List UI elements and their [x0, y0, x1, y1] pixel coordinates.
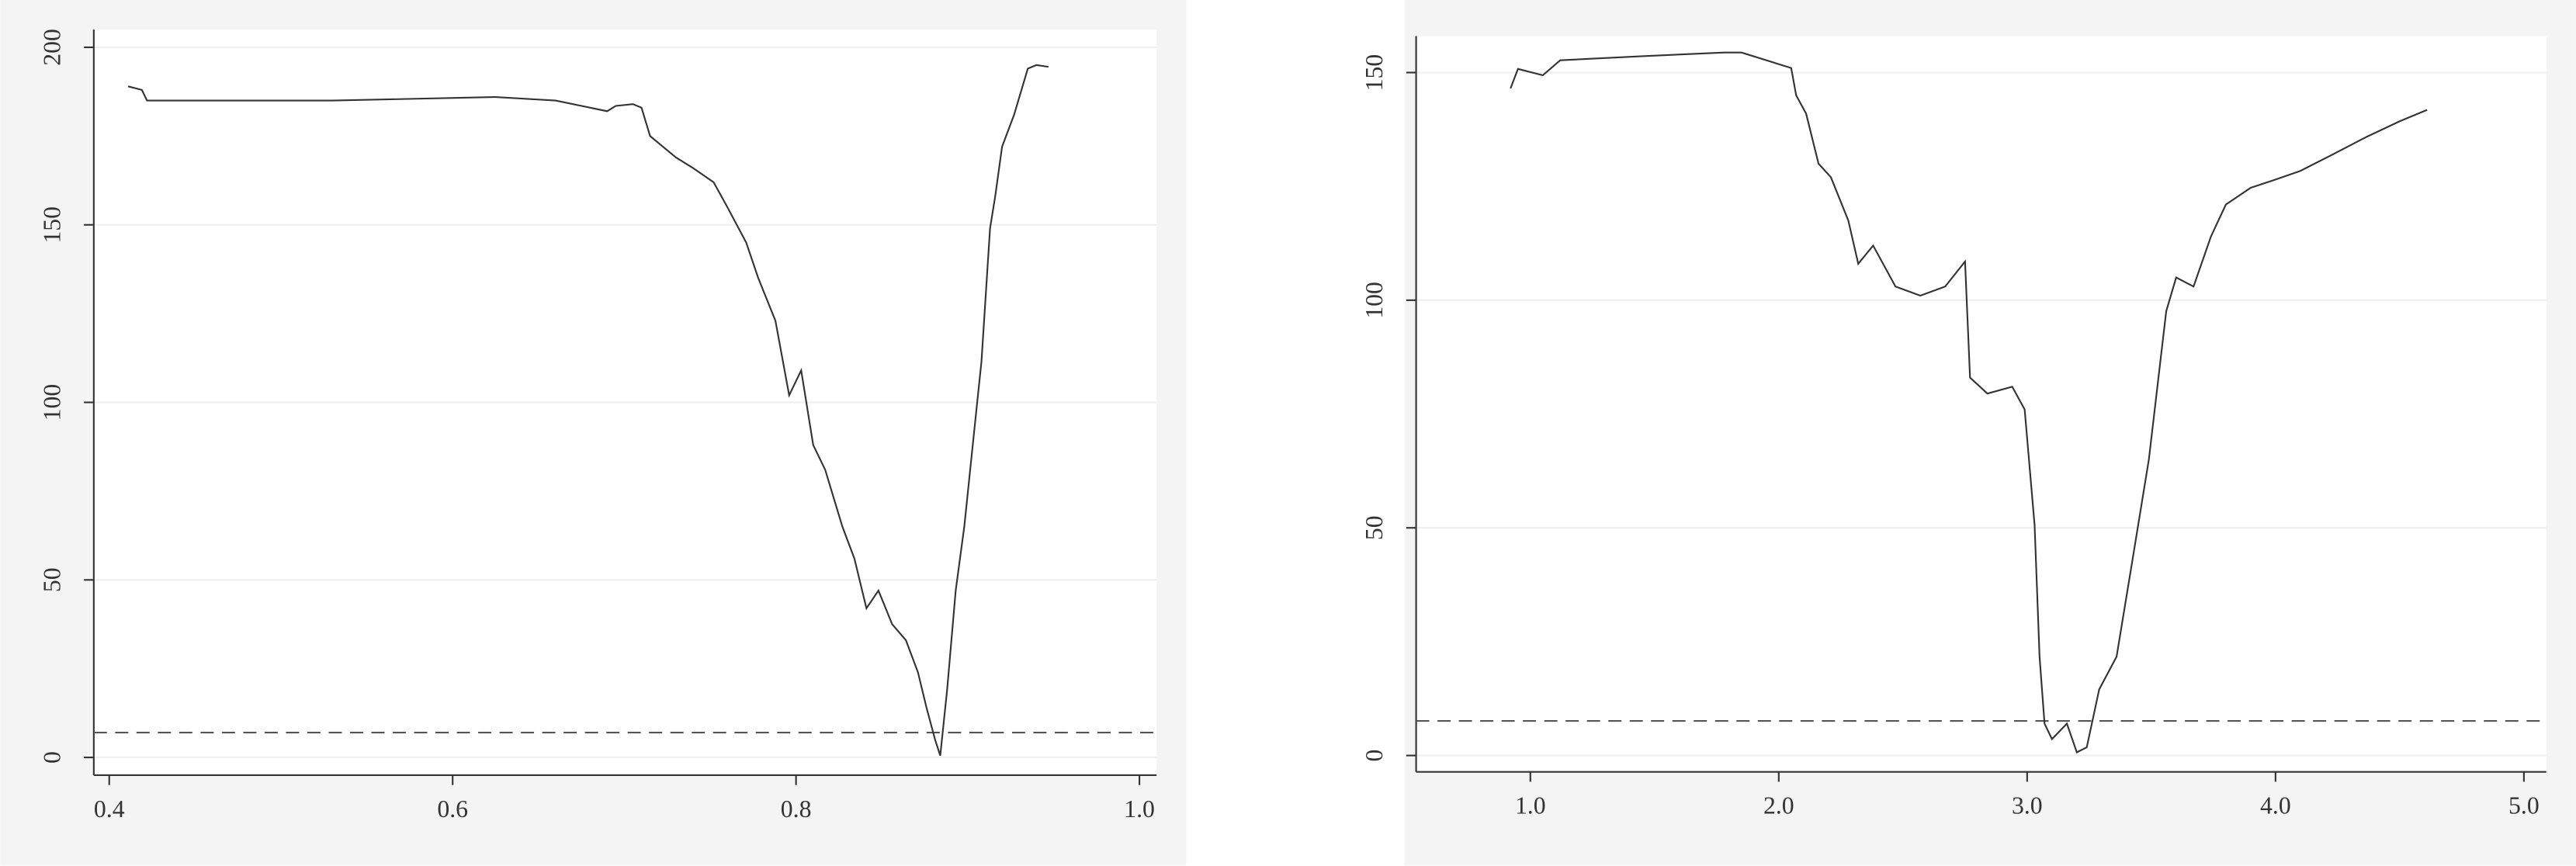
data-line — [127, 64, 1049, 757]
x-tick-label: 2.0 — [1763, 792, 1794, 819]
y-tick-label: 0 — [1361, 750, 1388, 762]
y-tick-label: 200 — [38, 29, 65, 66]
x-tick-label: 1.0 — [1124, 795, 1155, 823]
x-tick-label: 5.0 — [2508, 792, 2540, 819]
y-tick-label: 0 — [38, 751, 65, 764]
x-tick-label: 0.6 — [437, 795, 468, 823]
y-tick-label: 150 — [38, 206, 65, 244]
data-line — [1510, 51, 2428, 753]
y-tick-label: 100 — [1361, 282, 1388, 319]
y-tick-label: 100 — [38, 384, 65, 421]
y-tick-label: 50 — [1361, 515, 1388, 540]
x-tick-label: 3.0 — [2012, 792, 2043, 819]
y-tick-label: 150 — [1361, 54, 1388, 92]
x-tick-label: 4.0 — [2260, 792, 2291, 819]
x-tick-label: 1.0 — [1515, 792, 1546, 819]
y-tick-label: 50 — [38, 567, 65, 592]
x-tick-label: 0.4 — [94, 795, 125, 823]
plot-area — [1416, 36, 2547, 772]
x-tick-label: 0.8 — [781, 795, 812, 823]
